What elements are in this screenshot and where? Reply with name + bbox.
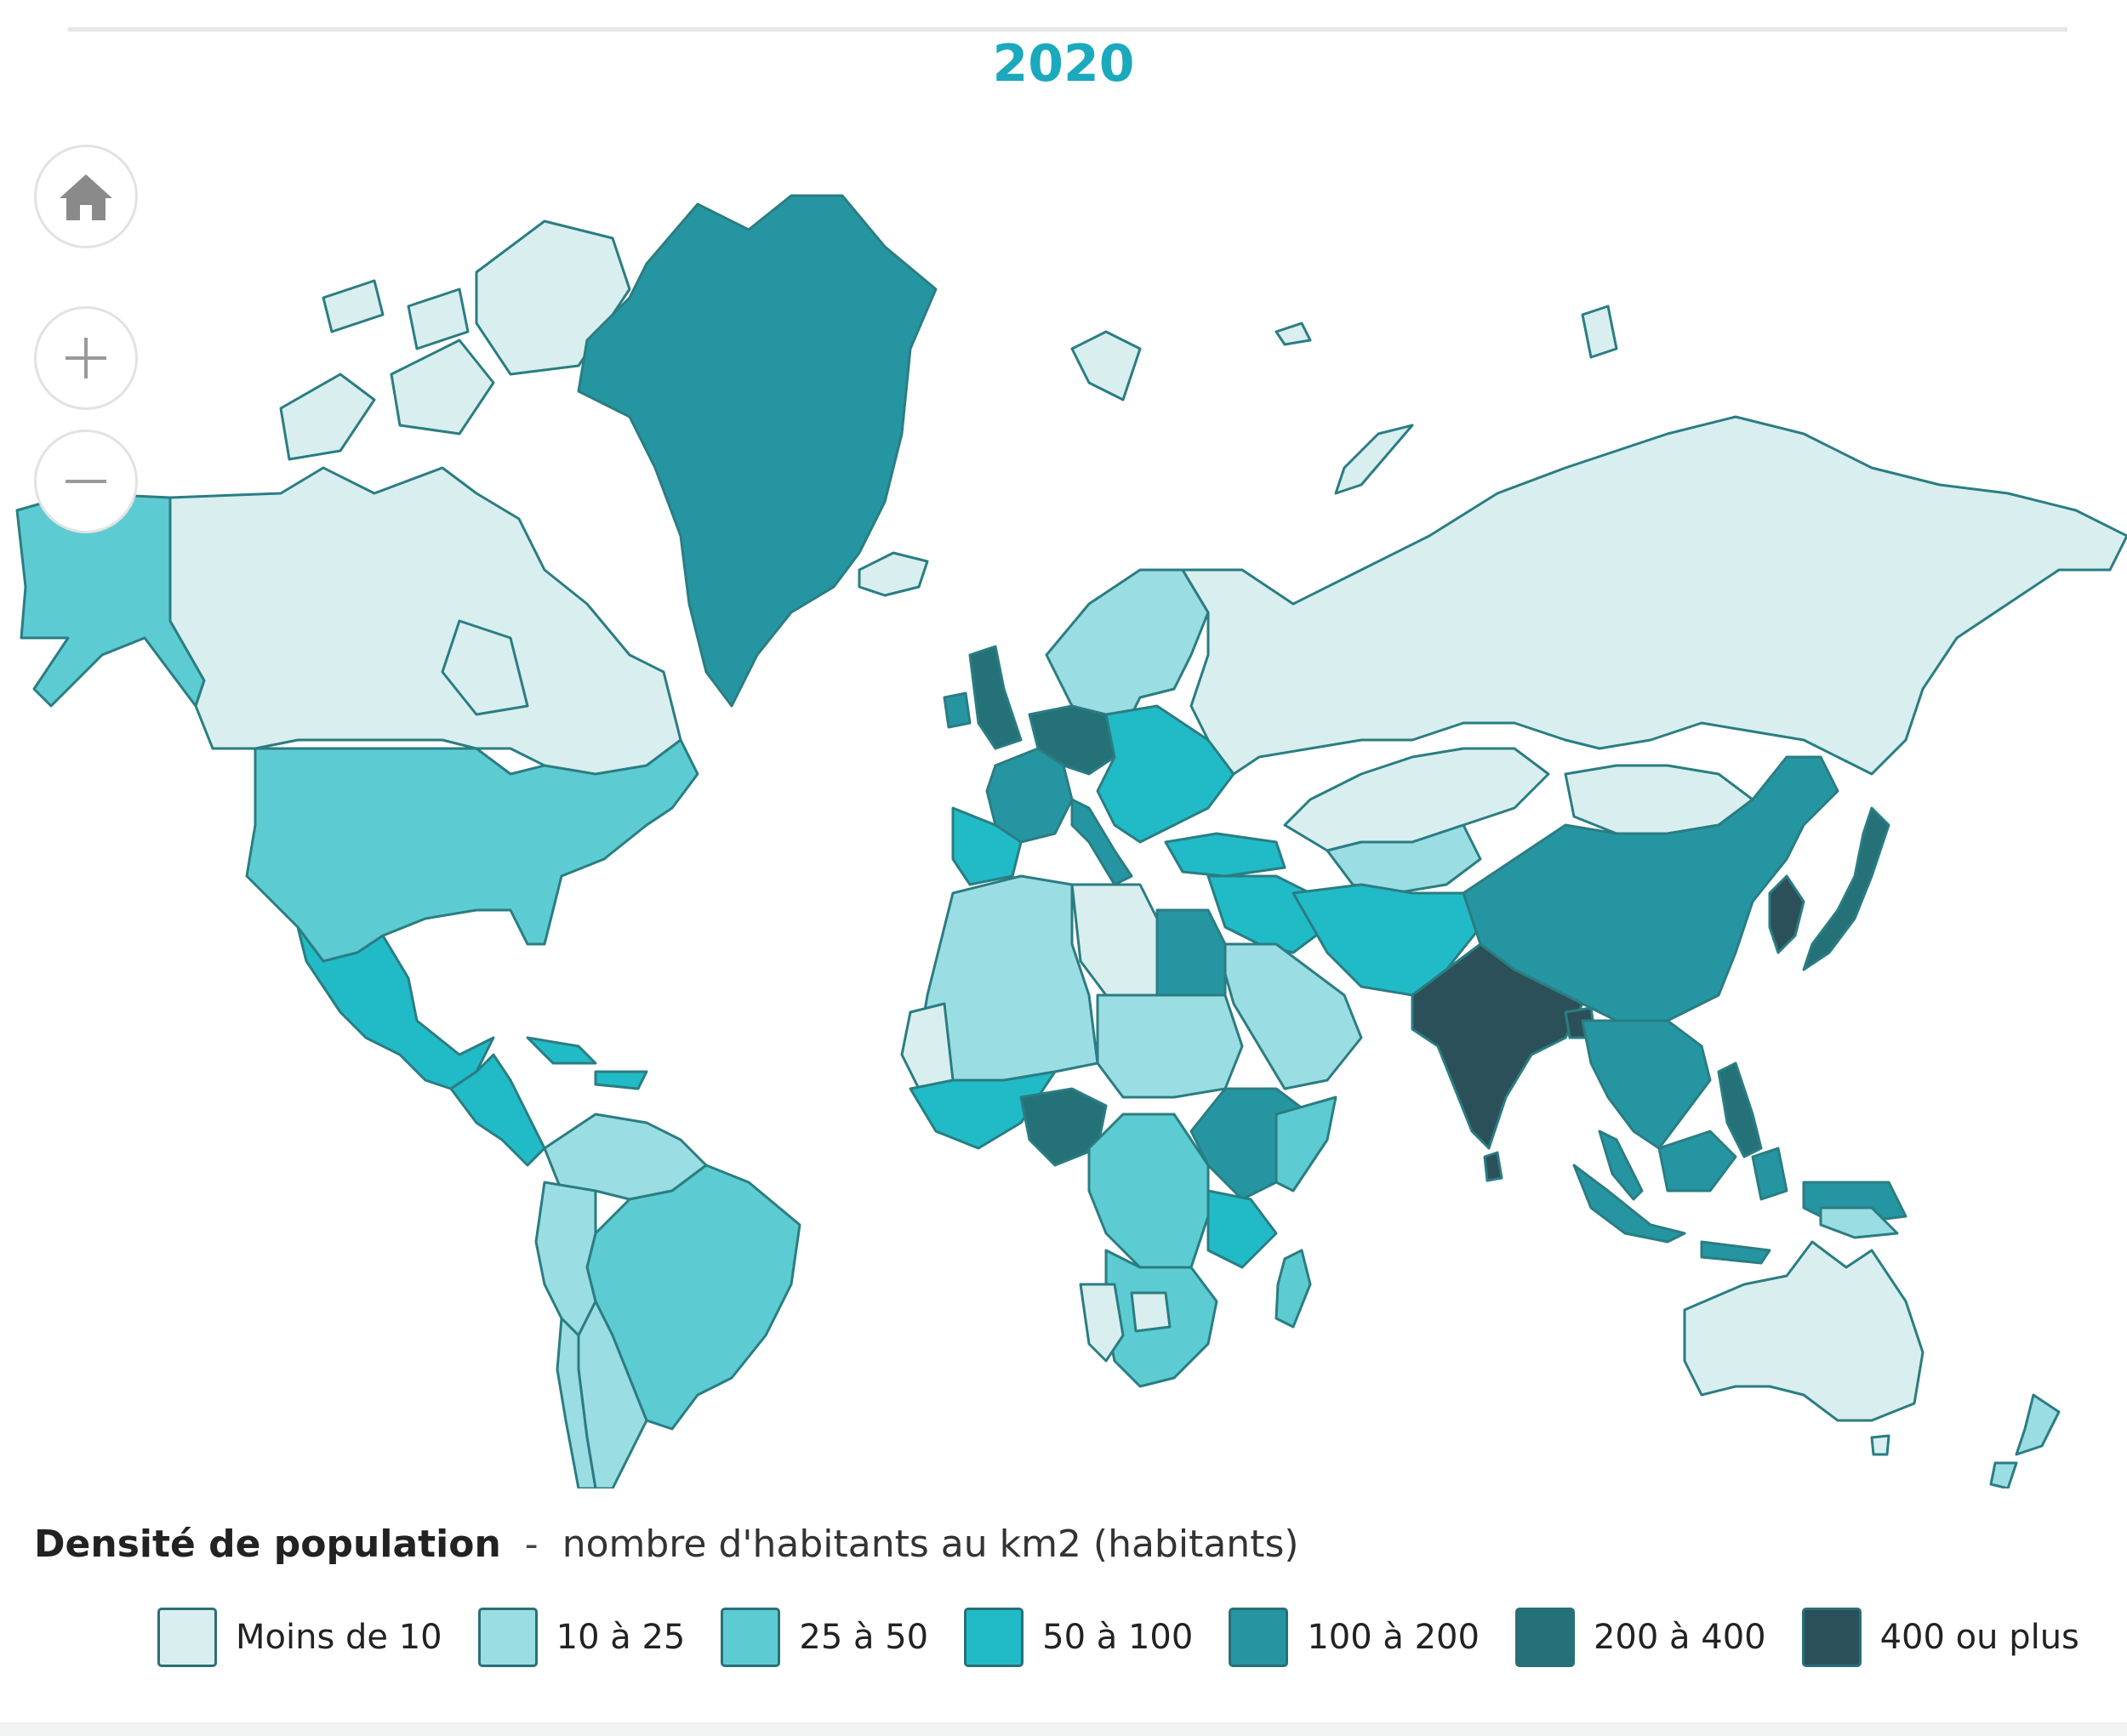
map-title: 2020 <box>992 34 1135 94</box>
region-usa[interactable] <box>245 738 699 963</box>
legend-subtitle: nombre d'habitants au km2 (habitants) <box>562 1523 1299 1566</box>
region-chile[interactable] <box>556 1317 597 1488</box>
legend-label: 10 à 25 <box>556 1618 686 1657</box>
region-japan[interactable] <box>1802 806 1890 971</box>
region-benelux-germany[interactable] <box>1028 704 1116 776</box>
region-tanzania[interactable] <box>1206 1189 1278 1269</box>
region-egypt[interactable] <box>1155 908 1227 997</box>
legend-item[interactable]: 100 à 200 <box>1229 1608 1480 1667</box>
legend-item[interactable]: 25 à 50 <box>721 1608 928 1667</box>
region-philippines[interactable] <box>1717 1062 1763 1158</box>
region-ireland[interactable] <box>943 692 972 729</box>
bottom-divider <box>0 1722 2127 1736</box>
region-iran-pakistan[interactable] <box>1292 883 1482 997</box>
region-central-america[interactable] <box>449 1053 546 1167</box>
legend-swatch <box>1229 1608 1289 1667</box>
region-southeast-asia[interactable] <box>1581 1019 1712 1150</box>
legend-item[interactable]: 200 à 400 <box>1514 1608 1766 1667</box>
region-png[interactable] <box>1819 1206 1899 1239</box>
legend-swatch <box>1514 1608 1575 1667</box>
region-sri-lanka[interactable] <box>1483 1151 1503 1182</box>
legend-label: 50 à 100 <box>1042 1618 1194 1657</box>
top-divider <box>68 27 2067 31</box>
legend-swatch <box>721 1608 781 1667</box>
region-arctic-islands[interactable] <box>279 219 631 461</box>
region-south-america-west[interactable] <box>534 1181 597 1337</box>
region-iberia[interactable] <box>951 806 1023 886</box>
legend-item[interactable]: 400 ou plus <box>1801 1608 2079 1667</box>
minus-icon <box>66 480 106 483</box>
legend-swatch <box>157 1608 217 1667</box>
region-western-sahara[interactable] <box>900 1002 955 1090</box>
region-novaya-zemlya[interactable] <box>1334 424 1414 495</box>
region-russia[interactable] <box>1181 415 2127 776</box>
region-madagascar[interactable] <box>1274 1249 1312 1329</box>
region-indonesia[interactable] <box>1572 1130 1907 1265</box>
legend-item[interactable]: 50 à 100 <box>964 1608 1193 1667</box>
region-kazakhstan[interactable] <box>1283 747 1550 852</box>
legend-title-main: Densité de population <box>34 1523 501 1566</box>
legend-item[interactable]: 10 à 25 <box>477 1608 686 1667</box>
region-svalbard[interactable] <box>1070 305 1618 401</box>
region-iceland[interactable] <box>858 551 929 597</box>
region-greenland[interactable] <box>577 194 938 708</box>
region-australia[interactable] <box>1683 1240 1925 1422</box>
legend-label: Moins de 10 <box>236 1618 442 1657</box>
region-tasmania[interactable] <box>1870 1434 1890 1456</box>
region-namibia-botswana[interactable] <box>1079 1283 1172 1363</box>
legend-item[interactable]: Moins de 10 <box>157 1608 442 1667</box>
region-caribbean[interactable] <box>526 1036 648 1090</box>
region-horn[interactable] <box>1274 1096 1337 1192</box>
region-arabia[interactable] <box>1215 942 1363 1090</box>
zoom-out-button[interactable] <box>34 430 138 533</box>
region-eastern-europe[interactable] <box>1096 704 1235 844</box>
legend-label: 200 à 400 <box>1593 1618 1766 1657</box>
legend-separator: - <box>524 1523 539 1566</box>
world-map[interactable] <box>0 94 2127 1488</box>
legend-label: 400 ou plus <box>1879 1618 2079 1657</box>
legend-swatch <box>964 1608 1024 1667</box>
zoom-in-button[interactable] <box>34 306 138 410</box>
region-sahel[interactable] <box>1096 993 1244 1099</box>
legend-label: 100 à 200 <box>1307 1618 1480 1657</box>
home-icon <box>60 174 112 220</box>
region-mexico[interactable] <box>296 925 495 1090</box>
legend: Moins de 10 10 à 25 25 à 50 50 à 100 100… <box>157 1608 2115 1667</box>
legend-swatch <box>477 1608 538 1667</box>
plus-icon <box>66 338 106 379</box>
legend-title: Densité de population - nombre d'habitants… <box>34 1523 1299 1566</box>
region-malay-peninsula[interactable] <box>1598 1130 1644 1201</box>
home-button[interactable] <box>34 145 138 248</box>
region-korea[interactable] <box>1768 874 1805 954</box>
legend-swatch <box>1801 1608 1862 1667</box>
region-india[interactable] <box>1411 942 1584 1150</box>
region-new-zealand[interactable] <box>1989 1393 2061 1488</box>
region-italy[interactable] <box>1070 798 1133 886</box>
legend-label: 25 à 50 <box>799 1618 929 1657</box>
region-central-africa[interactable] <box>1087 1113 1210 1269</box>
region-uk[interactable] <box>968 645 1023 750</box>
region-turkey[interactable] <box>1164 832 1286 878</box>
